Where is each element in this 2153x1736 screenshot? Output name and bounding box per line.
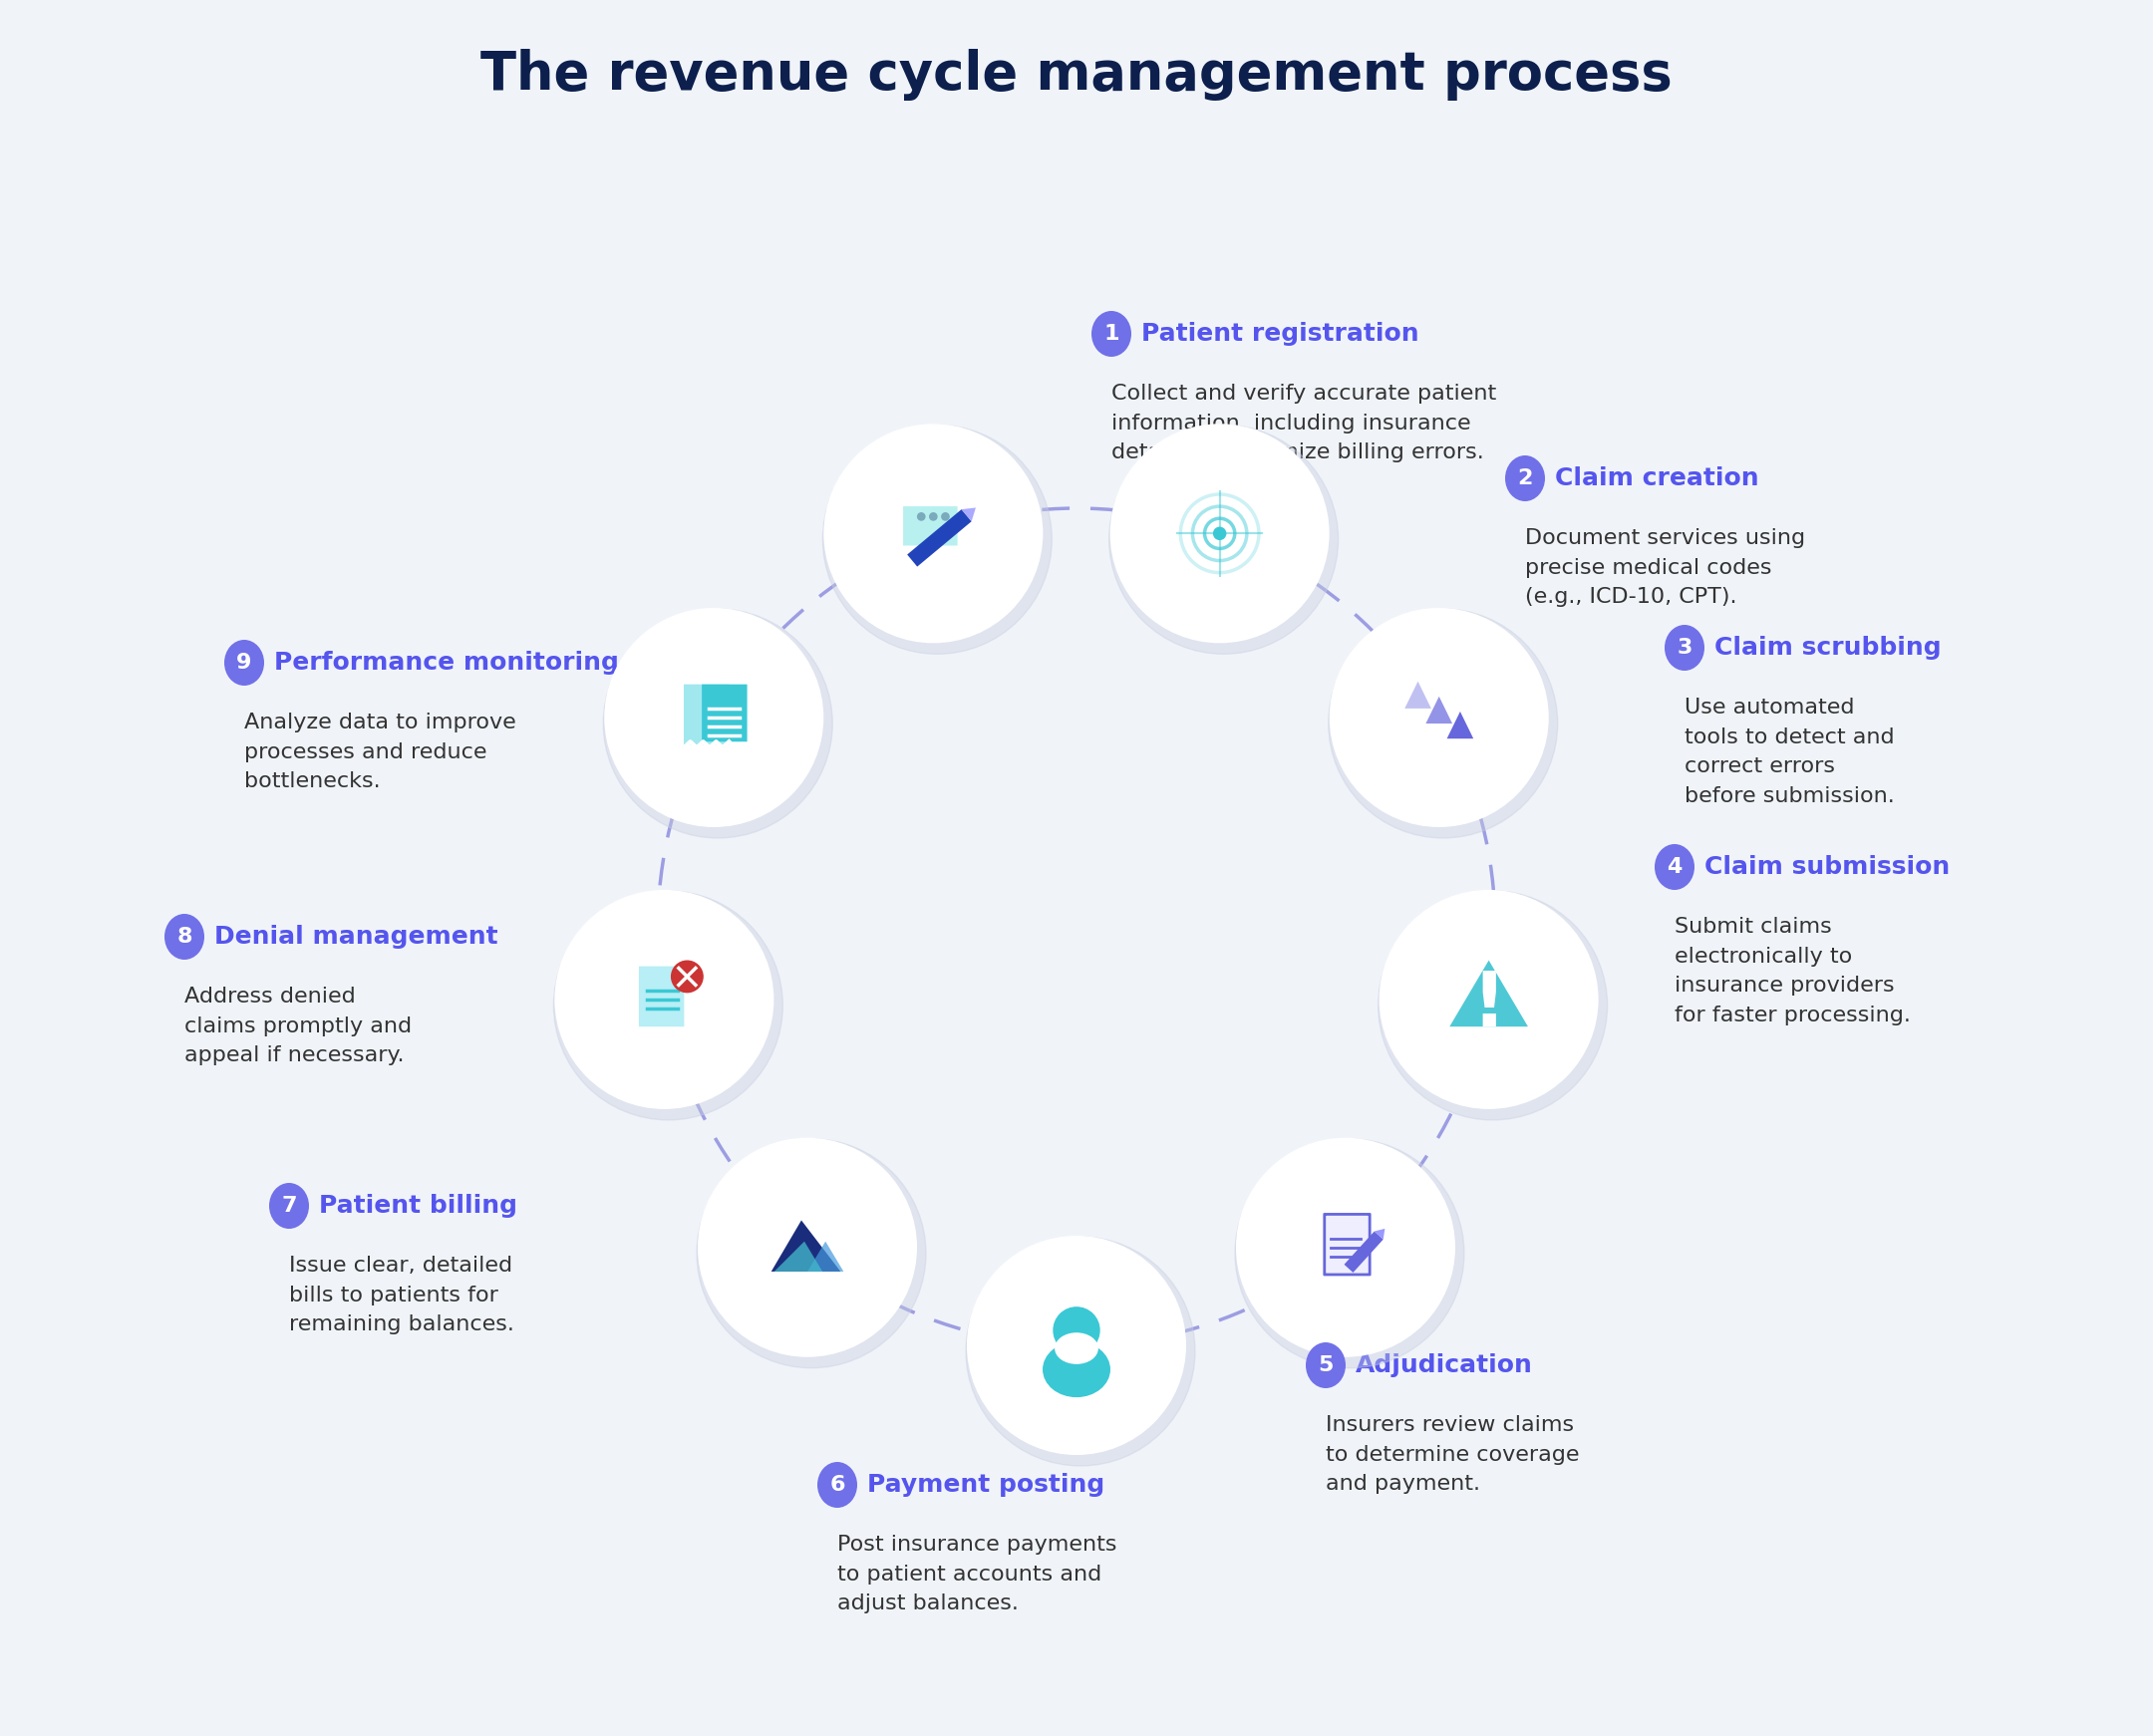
Text: Adjudication: Adjudication	[1356, 1354, 1533, 1377]
Text: 4: 4	[1666, 858, 1681, 877]
Text: The revenue cycle management process: The revenue cycle management process	[480, 49, 1673, 101]
Text: Claim scrubbing: Claim scrubbing	[1714, 635, 1942, 660]
Polygon shape	[1374, 1229, 1384, 1240]
Text: !: !	[1473, 969, 1505, 1042]
Text: Collect and verify accurate patient
information, including insurance
details, to: Collect and verify accurate patient info…	[1111, 384, 1496, 462]
Polygon shape	[775, 1241, 822, 1271]
Text: Issue clear, detailed
bills to patients for
remaining balances.: Issue clear, detailed bills to patients …	[289, 1255, 515, 1335]
Text: Payment posting: Payment posting	[868, 1472, 1104, 1496]
Text: Performance monitoring: Performance monitoring	[273, 651, 618, 675]
FancyBboxPatch shape	[902, 507, 958, 545]
Text: 7: 7	[282, 1196, 297, 1215]
Circle shape	[941, 512, 949, 521]
Circle shape	[555, 891, 773, 1109]
Ellipse shape	[269, 1182, 310, 1229]
Circle shape	[917, 512, 926, 521]
Ellipse shape	[1505, 455, 1546, 502]
Circle shape	[1378, 891, 1608, 1120]
Circle shape	[1328, 609, 1557, 838]
Circle shape	[672, 962, 702, 993]
Polygon shape	[1447, 712, 1473, 738]
Polygon shape	[962, 507, 975, 521]
Circle shape	[825, 424, 1042, 642]
Ellipse shape	[1044, 1342, 1109, 1396]
Circle shape	[1236, 1139, 1464, 1368]
Text: Analyze data to improve
processes and reduce
bottlenecks.: Analyze data to improve processes and re…	[243, 712, 517, 792]
FancyBboxPatch shape	[1324, 1213, 1369, 1274]
Text: Insurers review claims
to determine coverage
and payment.: Insurers review claims to determine cove…	[1326, 1415, 1580, 1495]
Text: Patient billing: Patient billing	[319, 1194, 517, 1217]
Circle shape	[603, 609, 833, 838]
Circle shape	[930, 512, 937, 521]
Ellipse shape	[1055, 1333, 1098, 1363]
Polygon shape	[807, 1241, 844, 1271]
Text: Claim creation: Claim creation	[1554, 467, 1759, 490]
Text: Claim submission: Claim submission	[1705, 856, 1951, 878]
Text: 2: 2	[1518, 469, 1533, 488]
Text: Document services using
precise medical codes
(e.g., ICD-10, CPT).: Document services using precise medical …	[1524, 528, 1804, 608]
Ellipse shape	[224, 641, 265, 686]
Circle shape	[967, 1236, 1186, 1455]
Polygon shape	[1449, 960, 1529, 1026]
Text: Post insurance payments
to patient accounts and
adjust balances.: Post insurance payments to patient accou…	[838, 1535, 1117, 1614]
Circle shape	[1053, 1307, 1100, 1352]
Ellipse shape	[1656, 844, 1694, 891]
Text: Denial management: Denial management	[215, 925, 497, 948]
Text: Patient registration: Patient registration	[1141, 321, 1419, 345]
Text: 6: 6	[829, 1476, 844, 1495]
Text: Address denied
claims promptly and
appeal if necessary.: Address denied claims promptly and appea…	[185, 986, 411, 1066]
Text: Use automated
tools to detect and
correct errors
before submission.: Use automated tools to detect and correc…	[1684, 698, 1895, 806]
Circle shape	[967, 1236, 1195, 1465]
Circle shape	[1214, 528, 1225, 540]
FancyBboxPatch shape	[702, 684, 747, 741]
Circle shape	[1328, 608, 1548, 826]
Circle shape	[822, 425, 1053, 654]
Ellipse shape	[1305, 1342, 1346, 1389]
Polygon shape	[1404, 681, 1432, 708]
Text: 3: 3	[1677, 637, 1692, 658]
Polygon shape	[1343, 1231, 1382, 1272]
Circle shape	[1109, 425, 1339, 654]
Text: 8: 8	[177, 927, 192, 946]
Ellipse shape	[1664, 625, 1705, 670]
FancyBboxPatch shape	[639, 967, 685, 1026]
Circle shape	[605, 608, 825, 826]
FancyBboxPatch shape	[685, 684, 730, 745]
Ellipse shape	[164, 913, 205, 960]
Circle shape	[1111, 424, 1328, 642]
Ellipse shape	[818, 1462, 857, 1509]
Text: 9: 9	[237, 653, 252, 672]
Circle shape	[1380, 891, 1598, 1109]
Ellipse shape	[1092, 311, 1130, 358]
Text: Submit claims
electronically to
insurance providers
for faster processing.: Submit claims electronically to insuranc…	[1675, 917, 1910, 1026]
Text: 1: 1	[1104, 325, 1120, 344]
Circle shape	[698, 1137, 917, 1358]
Circle shape	[553, 891, 784, 1120]
Polygon shape	[906, 509, 971, 566]
Circle shape	[1236, 1137, 1455, 1358]
Polygon shape	[1425, 696, 1453, 724]
Circle shape	[698, 1139, 926, 1368]
Polygon shape	[771, 1220, 840, 1271]
Text: 5: 5	[1318, 1356, 1333, 1375]
